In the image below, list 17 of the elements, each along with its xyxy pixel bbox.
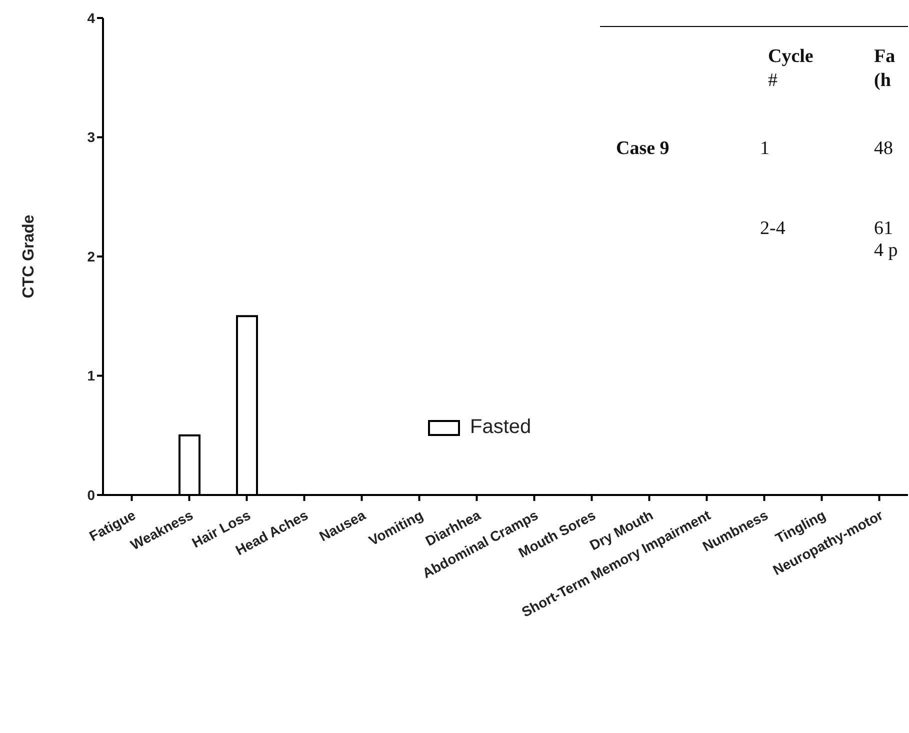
annotation: 2-4 [760,218,786,240]
y-tick-label: 4 [87,10,96,26]
annotation: # [768,70,778,92]
y-tick-label: 3 [87,129,96,146]
annotation: 48 [874,138,893,160]
y-tick-label: 0 [87,486,96,503]
annotation: Case 9 [616,138,670,160]
legend-label: Fasted [470,416,532,439]
annotation: Fa [874,46,896,68]
annotation: 4 p [874,240,898,262]
annotation: 1 [760,138,770,160]
annotation: (h [874,70,891,92]
y-axis-title: CTC Grade [20,214,38,298]
y-tick-label: 1 [87,368,96,384]
annotation: Cycle [768,46,814,68]
y-tick-label: 2 [87,248,96,264]
annotation: 61 [874,218,893,240]
